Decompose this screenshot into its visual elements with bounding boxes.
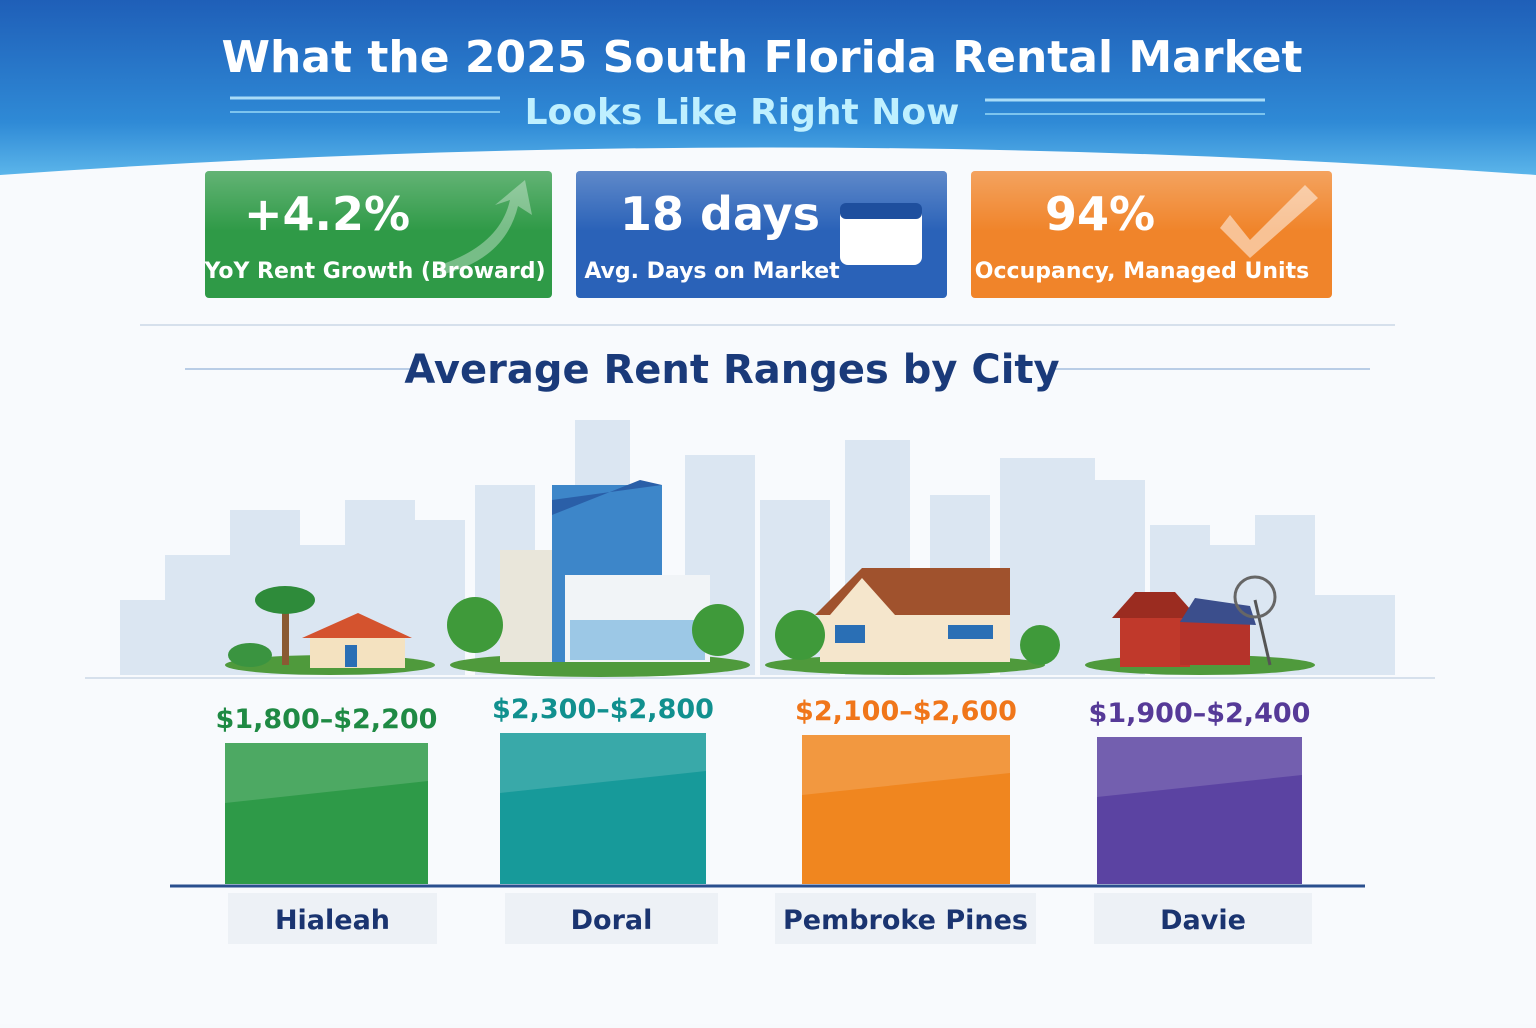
range-label: $1,800–$2,200 <box>216 704 438 735</box>
scene-davie <box>1085 575 1315 675</box>
bar <box>802 735 1010 884</box>
stat-label: Avg. Days on Market <box>584 259 840 284</box>
city-label: Davie <box>1160 905 1246 936</box>
bar-shine <box>225 743 428 803</box>
scene-pembroke <box>765 568 1060 675</box>
arrow-icon <box>440 180 532 275</box>
stat-value: 94% <box>1045 187 1155 241</box>
range-label: $1,900–$2,400 <box>1089 698 1311 729</box>
section-title: Average Rent Ranges by City <box>404 347 1059 393</box>
city-label-box <box>505 893 718 944</box>
bar-shine <box>1097 737 1302 797</box>
stat-label: Occupancy, Managed Units <box>975 259 1309 284</box>
card-shine <box>971 171 1332 231</box>
city-label: Pembroke Pines <box>783 905 1028 936</box>
city-bars: $1,800–$2,200 Hialeah $2,300–$2,800 Doral $2… <box>216 694 1312 944</box>
city-label-box <box>775 893 1036 944</box>
stat-cards: +4.2% YoY Rent Growth (Broward) 18 days Avg… <box>203 171 1332 298</box>
city-label: Hialeah <box>275 905 390 936</box>
title: What the 2025 South Florida Rental Marke… <box>221 32 1302 83</box>
bar-shine <box>802 735 1010 795</box>
scene-doral <box>447 480 750 677</box>
city-label-box <box>1094 893 1312 944</box>
check-icon <box>1220 185 1318 258</box>
range-label: $2,300–$2,800 <box>492 694 714 725</box>
stat-label: YoY Rent Growth (Broward) <box>203 259 545 284</box>
bar <box>225 743 428 884</box>
bar <box>1097 737 1302 884</box>
stat-value: 18 days <box>620 187 820 241</box>
bar <box>500 733 706 884</box>
bar-shine <box>500 733 706 793</box>
scene-hialeah <box>225 586 435 675</box>
calendar-top <box>840 203 922 219</box>
card-shine <box>205 171 552 231</box>
range-label: $2,100–$2,600 <box>795 696 1017 727</box>
subtitle: Looks Like Right Now <box>525 92 960 133</box>
stat-value: +4.2% <box>244 187 410 241</box>
city-label-box <box>228 893 437 944</box>
header-band <box>0 0 1536 175</box>
city-label: Doral <box>571 905 653 936</box>
